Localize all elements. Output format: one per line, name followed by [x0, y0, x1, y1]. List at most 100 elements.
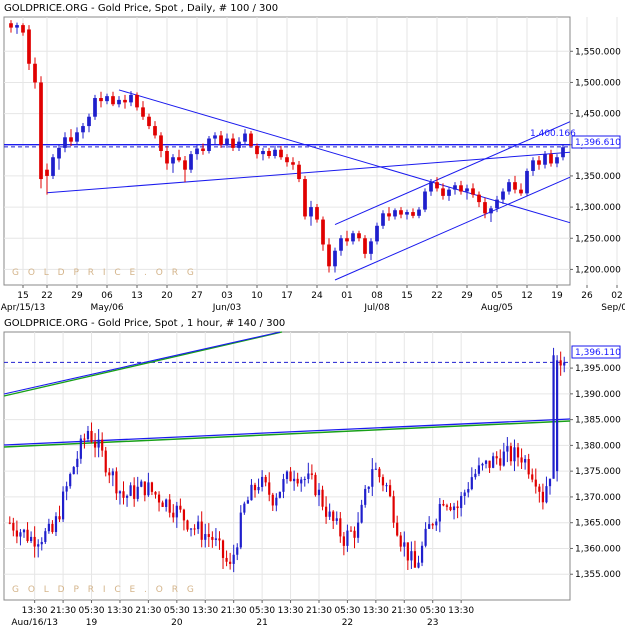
x-date-label: Jun/03 — [212, 303, 242, 313]
candle-down — [15, 530, 18, 537]
candle-up — [460, 495, 463, 509]
candle-down — [378, 468, 381, 478]
y-tick-label: 1,385.000 — [575, 416, 621, 426]
candle-up — [364, 488, 367, 505]
candle-down — [534, 479, 537, 487]
candle-up — [552, 355, 555, 479]
candle-down — [264, 476, 267, 483]
candle-down — [193, 528, 196, 530]
candle-down — [182, 509, 186, 521]
y-tick-label: 1,390.000 — [575, 390, 621, 400]
candle-up — [507, 182, 511, 192]
candle-down — [45, 169, 49, 176]
x-tick-label: 27 — [191, 291, 202, 301]
candle-up — [492, 456, 495, 468]
candle-up — [15, 25, 19, 28]
candle-down — [499, 458, 502, 466]
y-tick-label: 1,375.000 — [575, 467, 621, 477]
x-date-label: Aug/16/13 — [11, 618, 58, 625]
candle-up — [239, 512, 242, 548]
candle-up — [438, 503, 441, 522]
candle-down — [296, 478, 299, 484]
x-tick-label: 21:30 — [135, 606, 161, 616]
candle-down — [321, 489, 324, 507]
candle-up — [435, 521, 438, 526]
candle-down — [207, 534, 210, 537]
candle-down — [324, 506, 328, 517]
candle-down — [471, 188, 475, 195]
x-tick-label: 13:30 — [192, 606, 218, 616]
hourly-chart-title: GOLDPRICE.ORG - Gold Price, Spot , 1 hou… — [4, 318, 285, 329]
candle-down — [537, 160, 541, 165]
candle-up — [489, 208, 493, 214]
candle-up — [75, 132, 79, 142]
candle-up — [484, 460, 488, 464]
candle-up — [232, 554, 235, 564]
candle-up — [81, 126, 85, 133]
candle-up — [374, 468, 377, 470]
daily-level-label: 1,400.166 — [530, 129, 576, 139]
candle-up — [369, 241, 373, 254]
candle-down — [297, 164, 301, 180]
candle-down — [449, 506, 452, 511]
daily-grid — [4, 17, 618, 285]
candle-up — [333, 250, 337, 267]
candle-down — [488, 460, 491, 468]
candle-down — [133, 485, 136, 499]
hourly-watermark: G O L D P R I C E . O R G — [12, 585, 197, 595]
candle-down — [99, 98, 103, 102]
candle-down — [168, 499, 171, 513]
x-date-label: Sep/02 — [601, 303, 625, 313]
candle-down — [459, 185, 463, 192]
daily-trendlines — [4, 89, 571, 281]
candle-down — [388, 485, 392, 497]
x-tick-label: 13:30 — [363, 606, 389, 616]
daily-chart-title: GOLDPRICE.ORG - Gold Price, Spot , Daily… — [4, 3, 278, 14]
x-tick-label: 19 — [551, 291, 563, 301]
x-tick-label: 01 — [341, 291, 352, 301]
candle-down — [477, 194, 481, 203]
hourly-x-axis: 13:30 21:30 05:30 13:30 21:30 05:30 13:30 21:30… — [11, 600, 474, 625]
candle-down — [153, 126, 157, 136]
candle-up — [37, 544, 40, 547]
candle-down — [141, 107, 145, 117]
candle-down — [387, 213, 391, 217]
candle-up — [195, 148, 199, 155]
candle-up — [309, 207, 313, 217]
candle-up — [237, 141, 241, 148]
y-tick-label: 1,550.000 — [575, 47, 621, 57]
x-tick-label: 24 — [311, 291, 323, 301]
candle-up — [563, 362, 566, 366]
x-tick-label: 17 — [281, 291, 292, 301]
candle-down — [39, 82, 43, 180]
candle-up — [381, 213, 385, 226]
candle-up — [453, 185, 457, 190]
candle-down — [200, 521, 203, 540]
candle-up — [87, 116, 91, 127]
candle-up — [214, 538, 218, 540]
candle-up — [51, 157, 55, 176]
x-date-label: 20 — [171, 618, 183, 625]
y-tick-label: 1,360.000 — [575, 544, 621, 554]
candle-up — [481, 463, 484, 466]
candle-up — [385, 485, 388, 487]
y-tick-label: 1,250.000 — [575, 234, 621, 244]
candle-up — [47, 523, 50, 532]
candle-down — [442, 503, 445, 506]
candle-up — [236, 547, 239, 555]
daily-y-axis: 1,550.0001,500.0001,450.0001,400.0001,35… — [570, 47, 621, 275]
candle-down — [12, 522, 15, 531]
x-tick-label: 13:30 — [107, 606, 133, 616]
candle-up — [63, 137, 67, 148]
candle-up — [22, 529, 26, 533]
candle-up — [477, 465, 481, 474]
candle-down — [154, 491, 157, 495]
candle-down — [33, 536, 36, 547]
candle-up — [474, 473, 477, 478]
x-tick-label: 05:30 — [79, 606, 105, 616]
candle-up — [171, 157, 175, 164]
candle-down — [104, 450, 107, 473]
candle-up — [204, 534, 207, 540]
candle-down — [271, 494, 274, 506]
candle-up — [136, 486, 139, 499]
